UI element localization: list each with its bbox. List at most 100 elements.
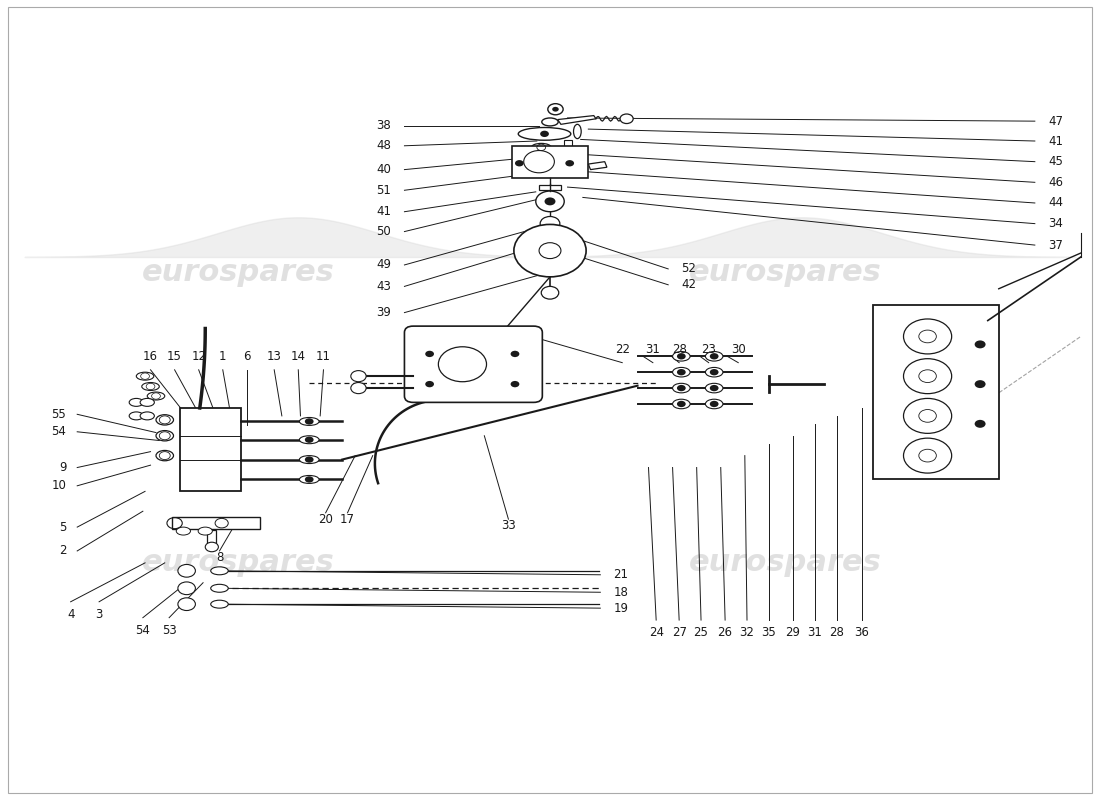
Text: 16: 16: [143, 350, 158, 363]
Text: 29: 29: [785, 626, 801, 639]
Text: 33: 33: [500, 519, 516, 532]
Ellipse shape: [156, 450, 174, 461]
Text: 28: 28: [829, 626, 844, 639]
Text: 1: 1: [219, 350, 227, 363]
Text: 40: 40: [376, 163, 392, 176]
Ellipse shape: [211, 584, 228, 592]
Ellipse shape: [705, 367, 723, 377]
Text: 17: 17: [340, 513, 355, 526]
Circle shape: [541, 286, 559, 299]
Circle shape: [426, 381, 434, 387]
Polygon shape: [588, 162, 607, 170]
Circle shape: [676, 353, 685, 359]
Ellipse shape: [705, 351, 723, 361]
Ellipse shape: [299, 475, 319, 483]
Ellipse shape: [672, 351, 690, 361]
Text: 51: 51: [376, 184, 392, 197]
Ellipse shape: [542, 118, 558, 126]
FancyBboxPatch shape: [405, 326, 542, 402]
Circle shape: [540, 130, 549, 137]
Circle shape: [178, 565, 196, 577]
Text: 46: 46: [1048, 176, 1063, 189]
Bar: [512, 146, 588, 178]
Text: 22: 22: [615, 343, 629, 356]
Text: 28: 28: [672, 343, 686, 356]
Circle shape: [544, 198, 556, 206]
Text: 50: 50: [376, 225, 392, 238]
Text: 5: 5: [59, 521, 66, 534]
Text: 4: 4: [67, 608, 75, 621]
Bar: [564, 140, 572, 151]
Circle shape: [710, 385, 718, 391]
Text: 21: 21: [614, 568, 628, 582]
Ellipse shape: [705, 383, 723, 393]
Circle shape: [515, 160, 524, 166]
Text: 45: 45: [1048, 155, 1063, 168]
Text: 53: 53: [162, 624, 176, 637]
Circle shape: [548, 104, 563, 114]
Circle shape: [918, 410, 936, 422]
Text: 19: 19: [614, 602, 628, 614]
Bar: [208, 530, 217, 543]
Ellipse shape: [672, 383, 690, 393]
Circle shape: [305, 437, 314, 443]
Text: 47: 47: [1048, 114, 1063, 128]
Circle shape: [510, 350, 519, 357]
Text: 32: 32: [739, 626, 755, 639]
Circle shape: [178, 582, 196, 594]
Bar: [873, 305, 999, 479]
Circle shape: [305, 476, 314, 482]
Circle shape: [510, 381, 519, 387]
Text: 14: 14: [290, 350, 306, 363]
Ellipse shape: [299, 436, 319, 444]
Ellipse shape: [140, 412, 154, 420]
Circle shape: [918, 370, 936, 382]
Text: 9: 9: [58, 461, 66, 474]
Bar: [539, 186, 561, 190]
Text: 30: 30: [730, 343, 746, 356]
Ellipse shape: [147, 392, 165, 400]
Circle shape: [539, 242, 561, 258]
Text: 15: 15: [167, 350, 182, 363]
Text: 36: 36: [855, 626, 869, 639]
Ellipse shape: [211, 600, 228, 608]
Text: eurospares: eurospares: [142, 548, 334, 578]
Text: 27: 27: [672, 626, 686, 639]
Text: 24: 24: [649, 626, 663, 639]
Circle shape: [918, 450, 936, 462]
Ellipse shape: [299, 456, 319, 463]
Text: 6: 6: [243, 350, 251, 363]
Circle shape: [540, 217, 560, 230]
Text: 54: 54: [135, 624, 151, 637]
Text: 37: 37: [1048, 238, 1063, 251]
Ellipse shape: [211, 567, 228, 574]
Text: 12: 12: [191, 350, 206, 363]
Circle shape: [975, 380, 986, 388]
Ellipse shape: [129, 412, 143, 420]
Circle shape: [565, 160, 574, 166]
Text: 52: 52: [681, 262, 696, 275]
Text: 26: 26: [717, 626, 733, 639]
Circle shape: [178, 598, 196, 610]
Text: 38: 38: [376, 119, 392, 133]
Circle shape: [918, 330, 936, 342]
Text: 35: 35: [761, 626, 777, 639]
Ellipse shape: [140, 398, 154, 406]
Text: 48: 48: [376, 139, 392, 152]
Ellipse shape: [176, 527, 190, 535]
Circle shape: [305, 418, 314, 425]
Text: 49: 49: [376, 258, 392, 271]
Text: 41: 41: [1048, 134, 1063, 147]
Ellipse shape: [142, 382, 160, 390]
Text: 54: 54: [52, 426, 66, 438]
Circle shape: [620, 114, 634, 123]
Text: 41: 41: [376, 206, 392, 218]
Ellipse shape: [299, 418, 319, 426]
Circle shape: [710, 353, 718, 359]
Text: 2: 2: [58, 545, 66, 558]
Ellipse shape: [129, 398, 143, 406]
Text: 31: 31: [807, 626, 823, 639]
Ellipse shape: [518, 127, 571, 140]
Text: 23: 23: [702, 343, 716, 356]
Ellipse shape: [198, 527, 212, 535]
